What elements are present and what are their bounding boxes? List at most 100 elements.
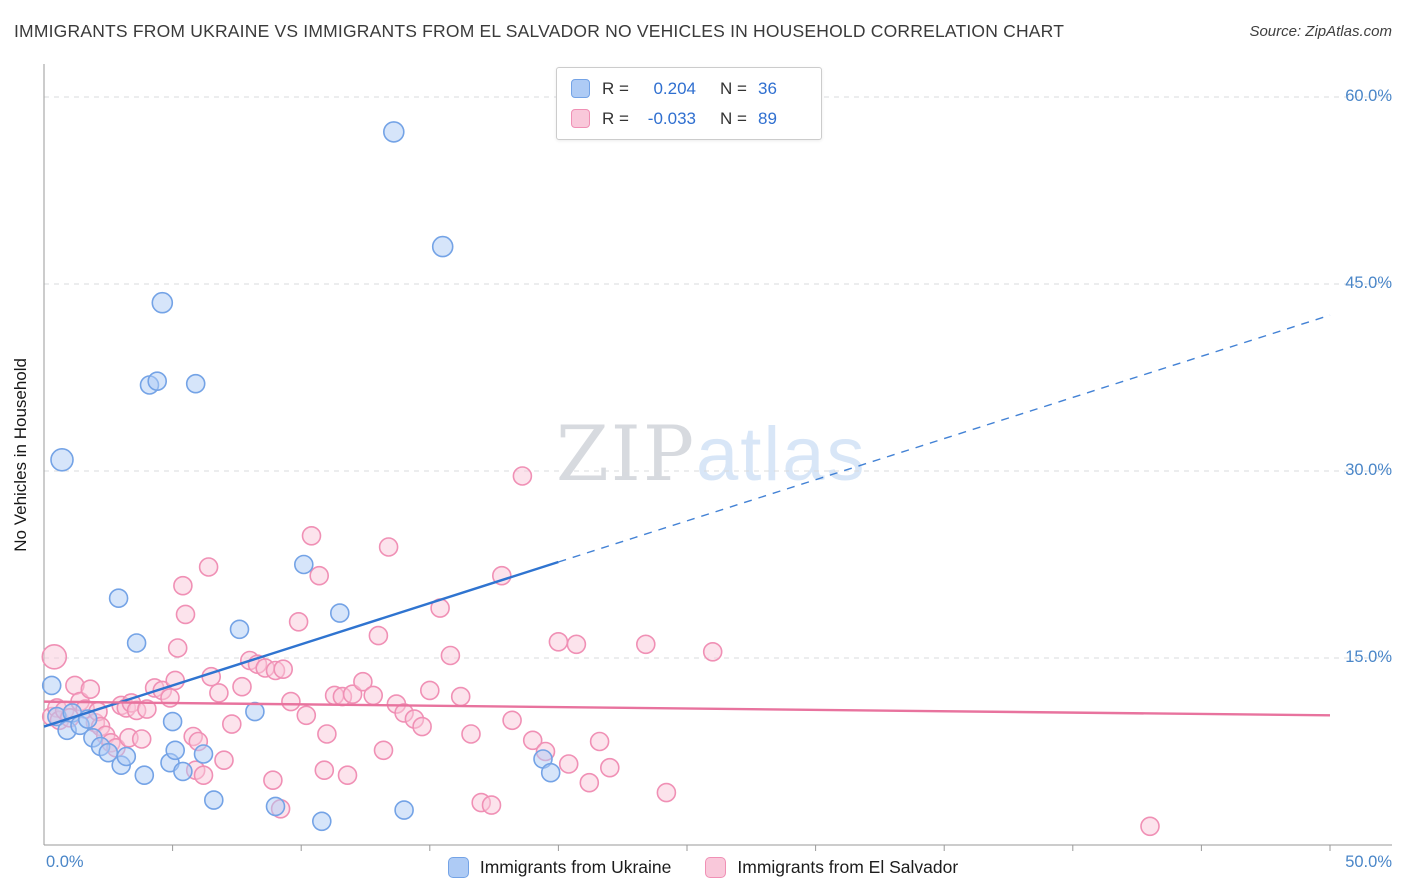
n-value: 89 (758, 108, 777, 128)
legend-swatch-ukraine (571, 79, 590, 98)
y-axis-tick-label: 45.0% (1345, 273, 1392, 292)
scatter-point-ukraine (540, 762, 561, 783)
scatter-point-ukraine (147, 371, 167, 392)
scatter-point-ukraine (165, 740, 185, 761)
scatter-point-ukraine (41, 675, 62, 696)
stats-legend: R = 0.204 N = 36 R = -0.033 N = 89 (556, 67, 822, 140)
scatter-point-el-salvador (599, 757, 620, 778)
scatter-point-ukraine (204, 790, 224, 810)
x-axis-tick-label: 50.0% (1345, 853, 1392, 871)
x-axis-tick-label: 0.0% (46, 853, 84, 871)
trend-line-el-salvador (43, 700, 1331, 717)
scatter-point-el-salvador (222, 714, 242, 734)
scatter-point-ukraine (134, 765, 155, 786)
legend-label: Immigrants from El Salvador (737, 856, 959, 877)
scatter-point-el-salvador (363, 685, 384, 706)
scatter-point-ukraine (382, 121, 405, 143)
scatter-point-el-salvador (263, 770, 283, 791)
scatter-point-el-salvador (450, 686, 471, 707)
scatter-point-el-salvador (175, 604, 196, 625)
scatter-point-ukraine (245, 701, 265, 722)
scatter-point-ukraine (394, 800, 414, 820)
scatter-point-el-salvador (167, 638, 188, 658)
y-axis-tick-label: 15.0% (1345, 647, 1392, 666)
scatter-point-el-salvador (41, 643, 68, 670)
y-axis-tick-label: 30.0% (1345, 460, 1392, 479)
scatter-point-el-salvador (656, 782, 677, 803)
scatter-point-ukraine (293, 554, 314, 575)
legend-item-ukraine: Immigrants from Ukraine (447, 856, 672, 878)
scatter-point-el-salvador (80, 679, 101, 700)
legend-swatch-el-salvador (571, 109, 590, 128)
stats-row-ukraine: R = 0.204 N = 36 (571, 75, 807, 102)
scatter-point-el-salvador (1140, 816, 1160, 837)
scatter-point-el-salvador (137, 699, 157, 719)
scatter-point-el-salvador (317, 724, 337, 744)
scatter-point-el-salvador (281, 691, 301, 712)
scatter-point-el-salvador (296, 705, 317, 726)
scatter-point-el-salvador (373, 740, 394, 761)
scatter-point-el-salvador (440, 645, 461, 666)
scatter-point-ukraine (50, 447, 74, 472)
scatter-point-el-salvador (412, 716, 432, 737)
scatter-point-el-salvador (502, 710, 522, 731)
scatter-point-ukraine (185, 373, 206, 394)
scatter-point-el-salvador (491, 565, 512, 586)
scatter-point-el-salvador (301, 525, 322, 546)
scatter-point-el-salvador (173, 575, 193, 596)
scatter-point-el-salvador (481, 795, 502, 815)
scatter-point-el-salvador (342, 684, 363, 705)
r-value: -0.033 (647, 108, 696, 128)
legend-swatch-el-salvador (705, 856, 727, 878)
scatter-point-el-salvador (198, 557, 219, 577)
r-value: 0.204 (653, 78, 696, 98)
r-label: R = (602, 78, 629, 98)
scatter-point-ukraine (151, 291, 174, 314)
scatter-point-ukraine (173, 761, 193, 782)
scatter-point-el-salvador (337, 765, 358, 786)
scatter-point-ukraine (108, 588, 129, 609)
scatter-point-el-salvador (288, 611, 309, 632)
scatter-point-el-salvador (273, 659, 294, 680)
scatter-point-el-salvador (419, 680, 440, 701)
scatter-point-el-salvador (461, 724, 481, 744)
legend-item-el-salvador: Immigrants from El Salvador (705, 856, 959, 878)
scatter-point-el-salvador (522, 730, 543, 751)
scatter-point-ukraine (265, 796, 286, 817)
scatter-point-el-salvador (512, 466, 533, 486)
n-label: N = (720, 78, 747, 98)
scatter-point-el-salvador (309, 565, 330, 586)
scatter-point-el-salvador (579, 772, 600, 793)
scatter-point-el-salvador (378, 537, 399, 557)
page-title: IMMIGRANTS FROM UKRAINE VS IMMIGRANTS FR… (14, 21, 1065, 41)
y-axis-tick-label: 60.0% (1345, 86, 1392, 105)
scatter-point-ukraine (116, 746, 137, 767)
scatter-point-ukraine (431, 235, 454, 258)
scatter-point-ukraine (311, 811, 332, 832)
scatter-point-el-salvador (353, 671, 373, 692)
r-label: R = (602, 108, 629, 128)
scatter-point-el-salvador (131, 729, 152, 749)
scatter-point-el-salvador (548, 631, 569, 652)
trend-line-extension-ukraine (558, 314, 1331, 563)
scatter-point-el-salvador (314, 760, 335, 781)
scatter-point-el-salvador (368, 625, 389, 646)
scatter-point-el-salvador (214, 750, 234, 771)
scatter-point-el-salvador (702, 641, 723, 662)
legend-label: Immigrants from Ukraine (479, 856, 672, 877)
n-label: N = (720, 108, 747, 128)
source-attribution: Source: ZipAtlas.com (1249, 23, 1392, 40)
scatter-point-el-salvador (193, 765, 214, 786)
scatter-point-el-salvador (558, 754, 579, 774)
scatter-point-el-salvador (635, 634, 656, 655)
scatter-point-ukraine (126, 633, 147, 653)
trend-line-ukraine (43, 560, 559, 728)
scatter-point-el-salvador (589, 731, 610, 752)
scatter-point-ukraine (329, 603, 350, 623)
legend-swatch-ukraine (447, 856, 469, 878)
scatter-point-ukraine (193, 744, 214, 764)
scatter-point-el-salvador (209, 683, 229, 703)
n-value: 36 (758, 78, 777, 98)
scatter-point-el-salvador (232, 676, 252, 697)
